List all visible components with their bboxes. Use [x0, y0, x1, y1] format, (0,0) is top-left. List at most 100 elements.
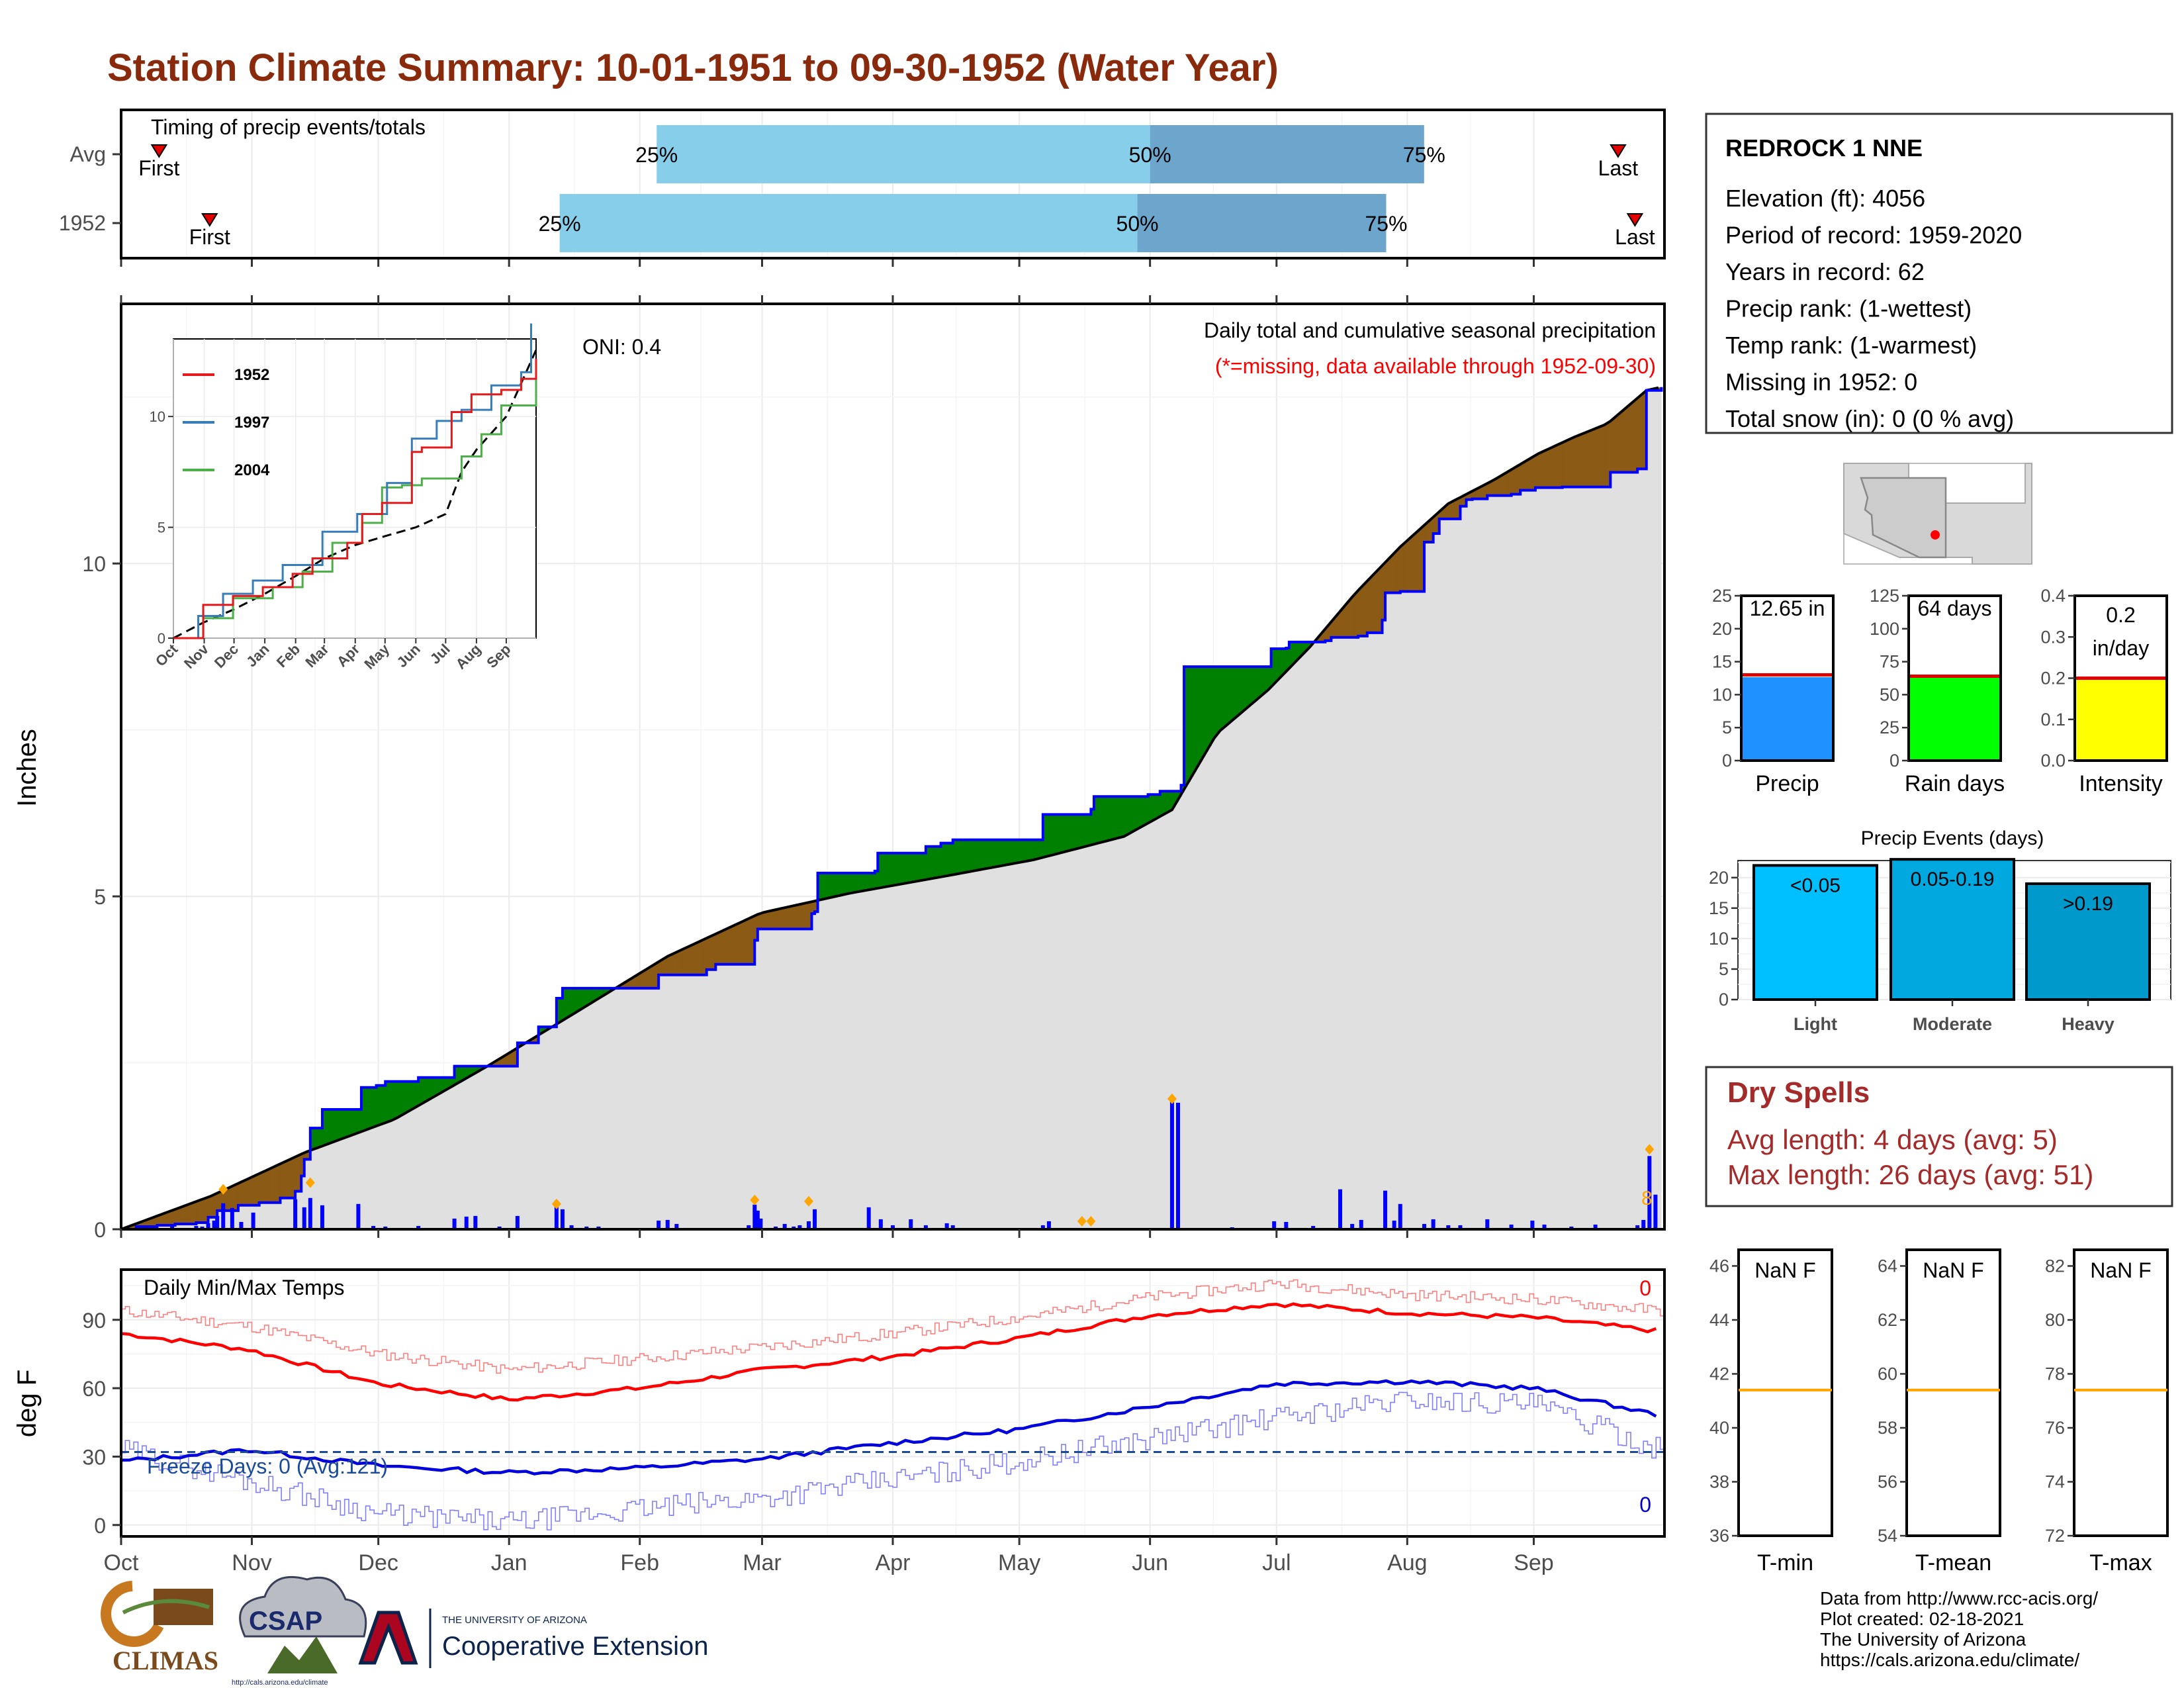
above-average-area: [379, 1085, 383, 1125]
above-average-area: [337, 1109, 341, 1141]
credits: Data from http://www.rcc-acis.org/ Plot …: [1820, 1588, 2098, 1670]
daily-precip-bar: [560, 1209, 565, 1229]
below-average-area: [794, 905, 797, 929]
events-y-tick-label: 15: [1709, 898, 1729, 918]
above-average-area: [1040, 839, 1044, 858]
above-average-area: [424, 1077, 428, 1102]
precip-annotation-missing: (*=missing, data available through 1952-…: [1215, 354, 1656, 378]
below-average-area: [1619, 412, 1623, 473]
dry-spells-title: Dry Spells: [1727, 1076, 1870, 1109]
above-average-area: [1244, 667, 1248, 710]
mini-bar-y-tick-label: 100: [1870, 619, 1899, 639]
average-min-line: [120, 1379, 1657, 1476]
first-event-marker: [150, 144, 168, 158]
below-average-area: [505, 1054, 509, 1066]
below-average-area: [634, 975, 638, 988]
above-average-area: [1064, 814, 1068, 852]
above-average-area: [1067, 814, 1071, 851]
daily-precip-bar: [792, 1226, 796, 1229]
dry-spells-max: Max length: 26 days (avg: 51): [1727, 1159, 2093, 1190]
daily-precip-bar: [1458, 1225, 1463, 1229]
below-average-area: [1577, 435, 1581, 487]
station-name: REDROCK 1 NNE: [1725, 134, 1923, 162]
above-average-area: [1013, 839, 1017, 864]
above-average-area: [856, 872, 860, 892]
below-average-area: [727, 927, 731, 964]
below-average-area: [1352, 595, 1356, 637]
below-average-area: [1472, 490, 1476, 499]
temp-y-tick-label: 90: [82, 1309, 106, 1333]
below-average-area: [692, 944, 696, 975]
daily-precip-bar: [806, 1221, 811, 1229]
events-y-tick-label: 0: [1719, 990, 1729, 1009]
below-average-area: [226, 1188, 230, 1211]
timing-pct-label: 50%: [1129, 143, 1171, 167]
below-average-area: [1364, 583, 1368, 636]
below-average-area: [737, 923, 741, 964]
precip-end-label: 8: [1641, 1188, 1653, 1209]
daily-precip-bar: [356, 1203, 361, 1229]
precip-y-tick-label: 5: [94, 885, 106, 909]
mini-bar-chart-1: 0 5 10 15 20 25 12.65 in Precip: [1712, 586, 1835, 796]
below-average-area: [778, 908, 782, 929]
above-average-area: [1073, 814, 1077, 849]
above-average-area: [1202, 667, 1206, 757]
inset-average-line: [173, 350, 537, 639]
above-average-area: [1151, 794, 1155, 821]
below-average-area: [184, 1205, 188, 1224]
above-average-area: [829, 872, 833, 898]
above-average-area: [968, 839, 972, 872]
below-average-area: [1427, 521, 1431, 543]
below-average-area: [643, 970, 647, 988]
below-average-area: [1610, 420, 1614, 473]
above-average-area: [1181, 785, 1185, 792]
below-average-area: [1514, 467, 1518, 494]
above-average-area: [376, 1085, 380, 1126]
daily-precip-bar: [1431, 1219, 1435, 1229]
average-cumulative-line: [120, 386, 1659, 1231]
daily-precip-bar: [1542, 1224, 1547, 1229]
above-average-area: [938, 846, 942, 878]
below-average-area: [271, 1167, 275, 1203]
below-average-area: [223, 1190, 227, 1211]
below-average-area: [1460, 496, 1464, 506]
above-average-area: [1126, 796, 1131, 834]
month-tick-label: May: [998, 1550, 1040, 1575]
events-y-tick-label: 5: [1719, 959, 1729, 979]
below-average-area: [700, 940, 704, 975]
above-average-area: [349, 1109, 353, 1136]
above-average-area: [860, 872, 864, 892]
below-average-area: [706, 937, 710, 970]
climas-logo: CLIMAS: [101, 1581, 218, 1675]
above-average-area: [944, 843, 948, 876]
daily-precip-bar: [944, 1223, 949, 1229]
above-average-area: [571, 988, 575, 1014]
below-average-area: [1316, 637, 1320, 642]
above-average-area: [1154, 794, 1158, 820]
below-average-area: [130, 1225, 134, 1229]
station-location-marker: [1931, 530, 1940, 539]
first-event-label: First: [189, 225, 230, 249]
below-average-area: [229, 1187, 233, 1211]
below-average-area: [1478, 487, 1482, 499]
above-average-area: [541, 1027, 545, 1033]
inset-series-2004: [173, 363, 537, 639]
above-average-area: [1283, 648, 1287, 673]
below-average-area: [1502, 474, 1506, 496]
above-average-area: [862, 872, 866, 891]
above-average-area: [1118, 796, 1122, 838]
below-average-area: [724, 929, 729, 964]
below-average-area: [493, 1061, 497, 1066]
temp-box-value: NaN F: [2090, 1258, 2151, 1282]
daily-precip-bar: [752, 1204, 757, 1229]
daily-precip-bar: [293, 1199, 298, 1229]
daily-precip-bar: [497, 1226, 502, 1229]
station-info-line: Missing in 1952: 0: [1725, 369, 1917, 396]
daily-precip-bar: [1284, 1221, 1289, 1229]
below-average-area: [1403, 542, 1407, 592]
heavy-event-marker: [1167, 1093, 1177, 1104]
below-average-area: [1445, 504, 1449, 519]
below-average-area: [163, 1213, 167, 1225]
average-cumulative-fill: [121, 387, 1662, 1229]
daily-precip-bar: [251, 1212, 255, 1229]
